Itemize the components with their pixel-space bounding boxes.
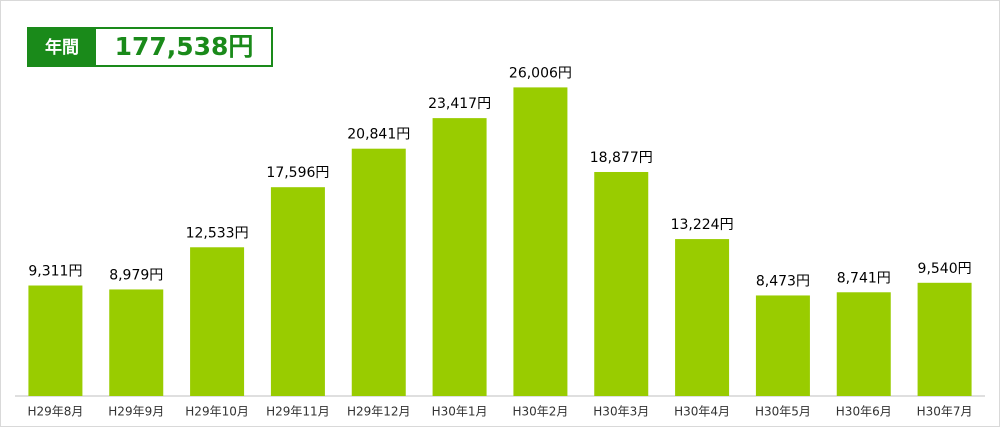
bar: [836, 292, 891, 396]
value-label: 26,006円: [509, 65, 572, 81]
total-label: 年間: [45, 37, 79, 58]
total-value: 177,538円: [115, 32, 254, 61]
value-label: 13,224円: [671, 217, 734, 233]
x-tick-label: H29年11月: [266, 405, 330, 419]
bar: [28, 285, 83, 396]
value-label: 8,741円: [837, 270, 891, 286]
x-tick-label: H29年8月: [27, 405, 83, 419]
bar: [675, 239, 730, 396]
value-label: 17,596円: [266, 165, 329, 181]
x-tick-label: H30年4月: [674, 405, 730, 419]
value-label: 18,877円: [590, 150, 653, 166]
bar: [594, 171, 649, 396]
bar: [351, 148, 406, 396]
value-label: 8,473円: [756, 273, 810, 289]
value-label: 9,311円: [28, 264, 82, 280]
total-label-box: [28, 28, 96, 66]
x-tick-label: H30年5月: [755, 405, 811, 419]
bar: [109, 289, 164, 396]
value-label: 20,841円: [347, 127, 410, 143]
bar: [755, 295, 810, 396]
x-tick-label: H30年3月: [593, 405, 649, 419]
x-tick-label: H30年6月: [836, 405, 892, 419]
value-label: 12,533円: [186, 225, 249, 241]
bar: [270, 187, 325, 396]
value-label: 8,979円: [109, 267, 163, 283]
bar: [917, 282, 972, 396]
x-tick-label: H29年12月: [347, 405, 411, 419]
bar: [513, 87, 568, 396]
x-tick-label: H29年9月: [108, 405, 164, 419]
x-tick-label: H30年7月: [917, 405, 973, 419]
value-label: 23,417円: [428, 96, 491, 112]
bar: [190, 247, 245, 396]
x-tick-label: H29年10月: [185, 405, 249, 419]
x-tick-label: H30年2月: [512, 405, 568, 419]
x-tick-label: H30年1月: [432, 405, 488, 419]
value-label: 9,540円: [918, 261, 972, 277]
bar: [432, 118, 487, 397]
